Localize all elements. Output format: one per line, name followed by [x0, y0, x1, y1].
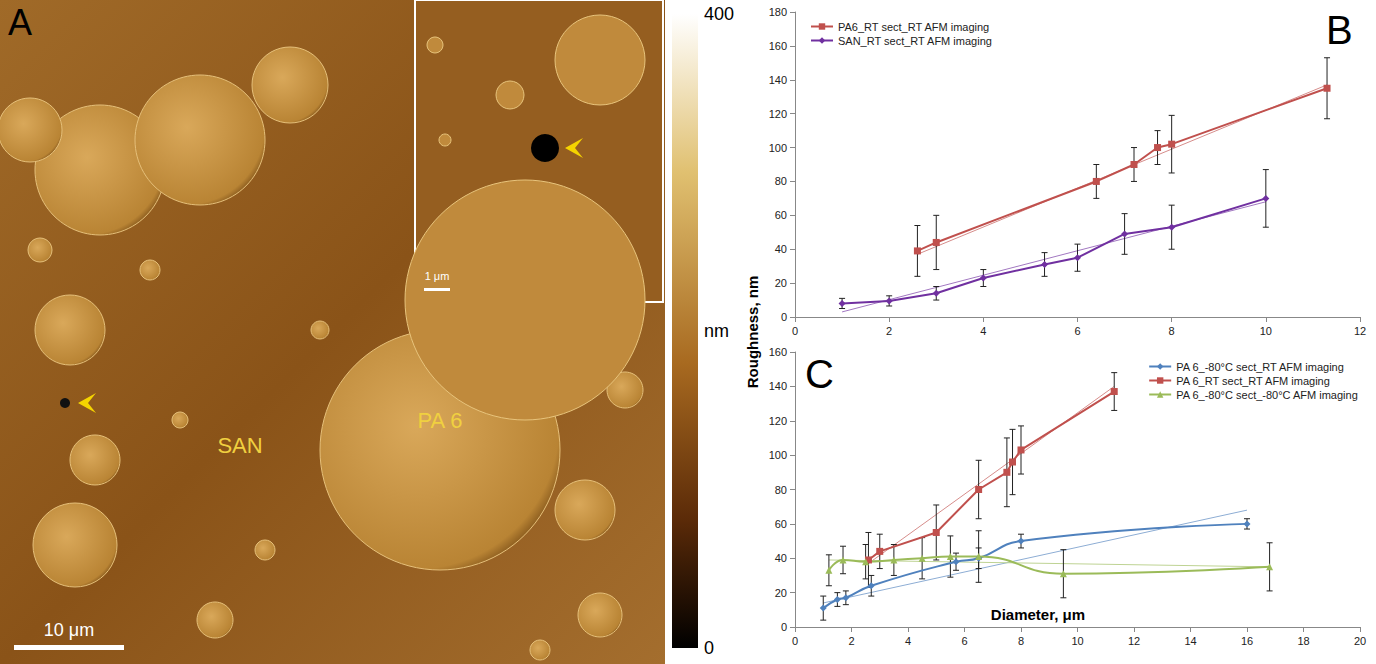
svg-text:120: 120	[769, 415, 787, 427]
svg-text:400: 400	[704, 4, 734, 24]
svg-text:0: 0	[792, 635, 798, 647]
svg-text:160: 160	[769, 40, 787, 52]
svg-text:Roughness, nm: Roughness, nm	[744, 276, 761, 389]
svg-text:20: 20	[775, 277, 787, 289]
svg-text:8: 8	[1169, 325, 1175, 337]
svg-text:C: C	[805, 352, 834, 396]
svg-text:PA 6: PA 6	[418, 408, 463, 433]
svg-text:60: 60	[775, 209, 787, 221]
svg-text:Diameter, μm: Diameter, μm	[991, 606, 1085, 623]
svg-text:140: 140	[769, 380, 787, 392]
svg-text:14: 14	[1184, 635, 1196, 647]
svg-text:6: 6	[1074, 325, 1080, 337]
svg-text:2: 2	[886, 325, 892, 337]
svg-text:40: 40	[775, 243, 787, 255]
svg-text:6: 6	[961, 635, 967, 647]
svg-text:180: 180	[769, 6, 787, 18]
svg-text:0: 0	[781, 621, 787, 633]
svg-text:PA6_RT sect_RT AFM imaging: PA6_RT sect_RT AFM imaging	[838, 21, 989, 33]
svg-text:120: 120	[769, 108, 787, 120]
svg-text:PA 6_-80°C sect_-80°C AFM imag: PA 6_-80°C sect_-80°C AFM imaging	[1176, 389, 1358, 401]
svg-text:80: 80	[775, 484, 787, 496]
svg-text:4: 4	[905, 635, 911, 647]
svg-text:nm: nm	[704, 321, 729, 341]
svg-text:100: 100	[769, 449, 787, 461]
svg-text:40: 40	[775, 552, 787, 564]
svg-text:8: 8	[1018, 635, 1024, 647]
svg-text:20: 20	[1354, 635, 1366, 647]
svg-text:A: A	[8, 2, 32, 43]
svg-text:100: 100	[769, 142, 787, 154]
svg-text:10: 10	[1260, 325, 1272, 337]
svg-text:B: B	[1326, 8, 1353, 52]
svg-text:12: 12	[1354, 325, 1366, 337]
svg-text:140: 140	[769, 74, 787, 86]
svg-text:80: 80	[775, 175, 787, 187]
svg-text:160: 160	[769, 346, 787, 358]
svg-text:20: 20	[775, 587, 787, 599]
svg-text:0: 0	[704, 638, 714, 658]
svg-text:SAN_RT sect_RT AFM imaging: SAN_RT sect_RT AFM imaging	[838, 35, 992, 47]
svg-text:60: 60	[775, 518, 787, 530]
svg-text:PA 6_-80°C sect_RT AFM imaging: PA 6_-80°C sect_RT AFM imaging	[1176, 361, 1344, 373]
svg-text:1 μm: 1 μm	[425, 270, 450, 282]
svg-text:10: 10	[1071, 635, 1083, 647]
svg-text:18: 18	[1297, 635, 1309, 647]
svg-text:0: 0	[792, 325, 798, 337]
svg-text:SAN: SAN	[217, 433, 262, 458]
svg-text:2: 2	[848, 635, 854, 647]
svg-text:10 μm: 10 μm	[44, 620, 94, 640]
svg-text:4: 4	[980, 325, 986, 337]
svg-text:0: 0	[781, 311, 787, 323]
svg-text:PA 6_RT sect_RT AFM imaging: PA 6_RT sect_RT AFM imaging	[1176, 375, 1330, 387]
svg-text:16: 16	[1241, 635, 1253, 647]
svg-text:12: 12	[1128, 635, 1140, 647]
